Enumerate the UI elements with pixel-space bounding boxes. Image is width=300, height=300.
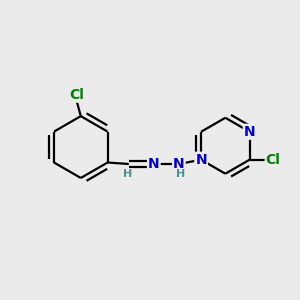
Text: Cl: Cl	[266, 153, 280, 167]
Text: N: N	[148, 157, 160, 171]
Text: N: N	[173, 157, 184, 171]
Text: H: H	[176, 169, 185, 179]
Text: N: N	[195, 153, 207, 167]
Text: N: N	[244, 125, 255, 139]
Text: Cl: Cl	[69, 88, 84, 102]
Text: H: H	[123, 169, 132, 179]
